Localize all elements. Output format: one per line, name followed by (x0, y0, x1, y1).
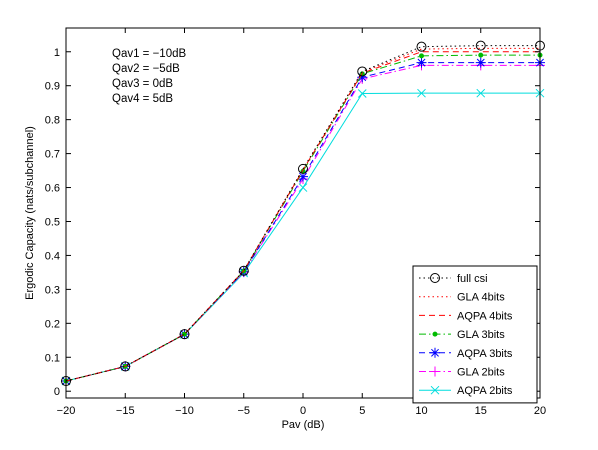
y-axis-ticks: 0 0.1 0.2 0.3 0.4 0.5 0.6 0.7 0.8 0.9 1 (45, 47, 540, 398)
legend-label: AQPA 2bits (457, 385, 513, 397)
legend-label: GLA 3bits (457, 329, 505, 341)
legend-marker (432, 331, 438, 337)
legend-item: AQPA 2bits (419, 385, 513, 397)
legend-marker (430, 273, 440, 283)
legend-marker (430, 385, 440, 395)
y-tick-label: 0.9 (45, 81, 60, 93)
data-point (417, 88, 426, 98)
data-point (478, 52, 484, 58)
x-tick-label: 0 (300, 405, 306, 417)
y-tick-label: 0.1 (45, 352, 60, 364)
x-tick-label: 20 (534, 405, 546, 417)
legend-marker (430, 347, 440, 358)
data-point (298, 171, 308, 182)
data-point (357, 89, 367, 98)
y-tick-label: 0.5 (45, 216, 60, 228)
legend-label: GLA 4bits (457, 292, 505, 304)
x-tick-label: −10 (175, 405, 194, 417)
annotation-line: Qav2 = −5dB (112, 63, 180, 75)
y-tick-label: 0.7 (45, 149, 60, 161)
y-tick-label: 0.8 (45, 115, 60, 127)
x-axis-label: Pav (dB) (282, 419, 325, 431)
x-tick-label: −15 (116, 405, 135, 417)
series-full-csi (61, 40, 545, 387)
data-point (298, 163, 308, 174)
x-tick-label: −20 (57, 405, 76, 417)
data-point (179, 329, 190, 340)
annotation-line: Qav3 = 0dB (112, 78, 173, 90)
data-point (416, 41, 427, 52)
annotation-block: Qav1 = −10dB Qav2 = −5dB Qav3 = 0dB Qav4 = … (112, 48, 186, 105)
y-tick-label: 0.4 (45, 250, 60, 262)
data-point (120, 361, 131, 372)
legend-item: full csi (419, 273, 488, 285)
legend-item: GLA 3bits (419, 329, 505, 341)
legend-label: AQPA 3bits (457, 348, 513, 360)
y-axis-label: Ergodic Capacity (nats/subchannel) (24, 126, 36, 300)
series-gla-4bits (65, 47, 540, 382)
data-point (238, 265, 249, 276)
y-tick-label: 0.6 (45, 183, 60, 195)
series-line (65, 51, 540, 382)
series-line (65, 47, 540, 382)
legend-item: GLA 2bits (419, 366, 505, 379)
y-tick-label: 0 (54, 386, 60, 398)
data-point (475, 40, 486, 51)
x-tick-label: 10 (415, 405, 427, 417)
y-tick-label: 0.2 (45, 318, 60, 330)
y-tick-label: 1 (54, 47, 60, 59)
data-point (476, 88, 486, 98)
x-tick-label: 5 (359, 405, 365, 417)
annotation-line: Qav1 = −10dB (112, 48, 186, 60)
legend-label: full csi (457, 273, 488, 285)
series-line (65, 45, 540, 382)
legend-item: GLA 4bits (419, 292, 505, 304)
x-tick-label: −5 (237, 405, 250, 417)
legend-label: GLA 2bits (457, 367, 505, 379)
x-tick-label: 15 (475, 405, 487, 417)
data-point (357, 72, 368, 83)
data-point (416, 57, 427, 68)
data-point (357, 66, 368, 77)
legend-item: AQPA 4bits (419, 310, 513, 322)
annotation-line: Qav4 = 5dB (112, 93, 173, 105)
legend-marker (430, 366, 440, 377)
legend: full csi GLA 4bits AQPA 4bits GLA 3bits AQPA… (412, 265, 538, 404)
legend-item: AQPA 3bits (419, 348, 513, 360)
series-aqpa-4bits (65, 51, 540, 382)
data-point (475, 57, 486, 68)
data-point (419, 53, 424, 59)
x-axis-ticks: −20 −15 −10 −5 0 5 10 15 20 (57, 28, 546, 417)
data-point (298, 183, 308, 192)
y-tick-label: 0.3 (45, 284, 60, 296)
legend-label: AQPA 4bits (457, 310, 513, 322)
